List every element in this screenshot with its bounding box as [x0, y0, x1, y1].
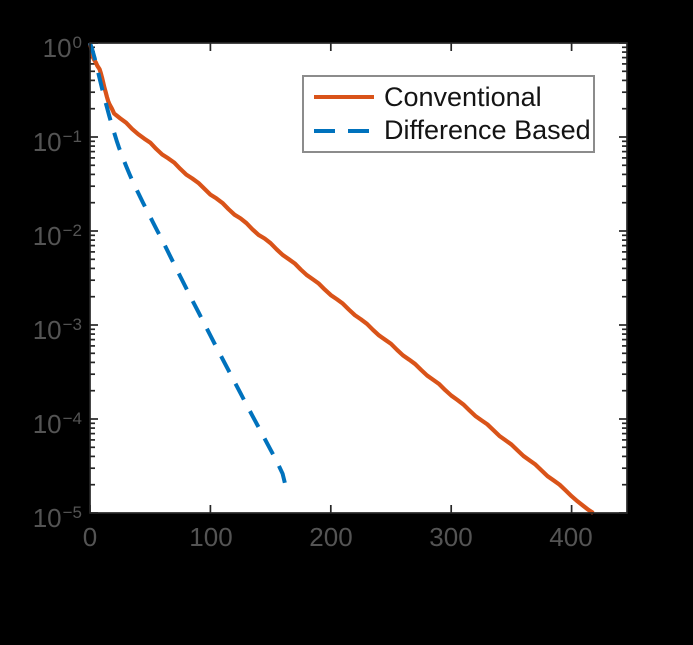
legend: Conventional Difference Based — [302, 75, 595, 153]
y-tick-base: 10 — [32, 221, 62, 251]
y-tick-exponent: −4 — [62, 409, 82, 428]
difference-based-line-sample-icon — [314, 128, 374, 133]
conventional-line-sample-icon — [314, 95, 374, 100]
curves — [87, 42, 595, 515]
legend-entry-conventional: Conventional — [313, 81, 593, 112]
x-tick-label: 300 — [429, 522, 473, 552]
y-tick-base: 10 — [32, 409, 62, 439]
y-tick-label: 10−1 — [32, 120, 82, 157]
legend-label: Conventional — [384, 81, 542, 112]
y-tick-label: 10−4 — [32, 402, 82, 439]
y-tick-label: 10−3 — [32, 308, 82, 345]
y-tick-exponent: −1 — [62, 127, 82, 146]
x-tick-label: 200 — [309, 522, 353, 552]
conventional-curve — [87, 42, 595, 515]
y-tick-base: 10 — [42, 33, 72, 63]
y-tick-exponent: −2 — [62, 221, 82, 240]
y-tick-exponent: −5 — [62, 503, 82, 522]
y-tick-exponent: −3 — [62, 315, 82, 334]
x-tick-label: 0 — [82, 522, 98, 552]
y-tick-base: 10 — [32, 503, 62, 533]
x-tick-label: 400 — [549, 522, 593, 552]
y-tick-label: 10−5 — [32, 496, 82, 533]
y-tick-base: 10 — [32, 315, 62, 345]
y-tick-base: 10 — [32, 127, 62, 157]
axes-box — [89, 42, 628, 514]
x-tick-label: 100 — [189, 522, 233, 552]
difference-based-curve — [88, 42, 290, 495]
legend-entry-difference-based: Difference Based — [313, 117, 593, 144]
y-tick-label: 10−2 — [32, 214, 82, 251]
legend-label: Difference Based — [384, 115, 591, 146]
y-tick-exponent: 0 — [72, 33, 82, 52]
y-tick-label: 100 — [42, 26, 82, 63]
